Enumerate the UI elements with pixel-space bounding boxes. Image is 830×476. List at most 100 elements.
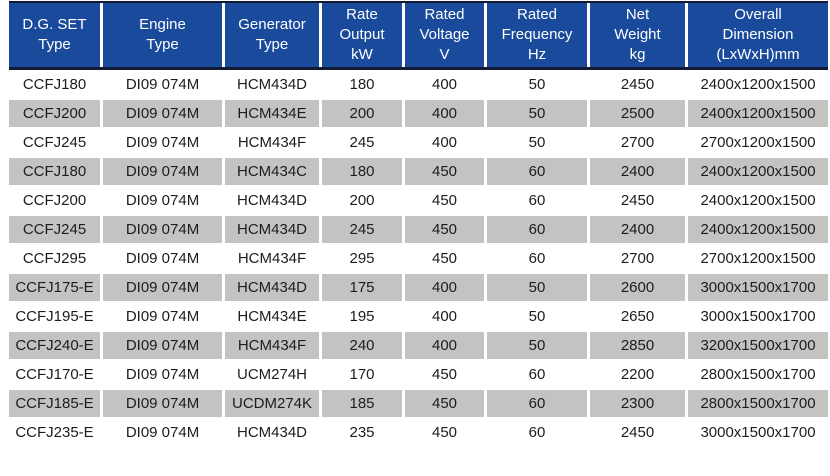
cell-generator-type: HCM434C (225, 158, 322, 185)
cell-rated-voltage: 450 (405, 361, 487, 388)
cell-dg-set-type: CCFJ245 (9, 129, 103, 156)
cell-net-weight: 2500 (590, 100, 688, 127)
cell-generator-type: HCM434E (225, 100, 322, 127)
cell-rate-output: 245 (322, 129, 405, 156)
cell-rated-frequency: 50 (487, 129, 590, 156)
cell-rated-voltage: 450 (405, 216, 487, 243)
cell-overall-dimension: 3200x1500x1700 (688, 332, 828, 359)
header-engine-type: Engine Type (103, 3, 225, 67)
cell-rated-frequency: 50 (487, 274, 590, 301)
cell-rated-voltage: 400 (405, 71, 487, 98)
table-row: CCFJ245 DI09 074M HCM434D 245 450 60 240… (9, 216, 828, 243)
table-body: CCFJ180 DI09 074M HCM434D 180 400 50 245… (9, 71, 828, 446)
cell-net-weight: 2850 (590, 332, 688, 359)
cell-engine-type: DI09 074M (103, 419, 225, 446)
cell-rated-voltage: 450 (405, 187, 487, 214)
cell-dg-set-type: CCFJ180 (9, 158, 103, 185)
cell-generator-type: UCM274H (225, 361, 322, 388)
cell-rated-frequency: 60 (487, 158, 590, 185)
table-row: CCFJ195-E DI09 074M HCM434E 195 400 50 2… (9, 303, 828, 330)
cell-generator-type: HCM434D (225, 274, 322, 301)
cell-net-weight: 2450 (590, 419, 688, 446)
cell-rated-voltage: 450 (405, 245, 487, 272)
cell-generator-type: HCM434D (225, 419, 322, 446)
cell-engine-type: DI09 074M (103, 158, 225, 185)
cell-rated-frequency: 50 (487, 332, 590, 359)
cell-dg-set-type: CCFJ295 (9, 245, 103, 272)
cell-generator-type: HCM434F (225, 129, 322, 156)
cell-rated-frequency: 60 (487, 216, 590, 243)
cell-net-weight: 2300 (590, 390, 688, 417)
table-row: CCFJ200 DI09 074M HCM434E 200 400 50 250… (9, 100, 828, 127)
header-rated-voltage: Rated Voltage V (405, 3, 487, 67)
table-row: CCFJ200 DI09 074M HCM434D 200 450 60 245… (9, 187, 828, 214)
cell-rated-frequency: 60 (487, 245, 590, 272)
cell-dg-set-type: CCFJ200 (9, 100, 103, 127)
cell-engine-type: DI09 074M (103, 187, 225, 214)
cell-rated-frequency: 60 (487, 390, 590, 417)
header-rated-frequency: Rated Frequency Hz (487, 3, 590, 67)
cell-overall-dimension: 2400x1200x1500 (688, 71, 828, 98)
cell-net-weight: 2450 (590, 71, 688, 98)
cell-rated-voltage: 450 (405, 390, 487, 417)
cell-rate-output: 170 (322, 361, 405, 388)
table-row: CCFJ240-E DI09 074M HCM434F 240 400 50 2… (9, 332, 828, 359)
cell-rate-output: 200 (322, 100, 405, 127)
cell-net-weight: 2450 (590, 187, 688, 214)
cell-net-weight: 2400 (590, 158, 688, 185)
header-net-weight: Net Weight kg (590, 3, 688, 67)
cell-rate-output: 175 (322, 274, 405, 301)
cell-generator-type: HCM434F (225, 245, 322, 272)
cell-overall-dimension: 2700x1200x1500 (688, 245, 828, 272)
cell-rated-voltage: 400 (405, 332, 487, 359)
cell-engine-type: DI09 074M (103, 216, 225, 243)
table-row: CCFJ170-E DI09 074M UCM274H 170 450 60 2… (9, 361, 828, 388)
cell-rate-output: 240 (322, 332, 405, 359)
cell-rate-output: 195 (322, 303, 405, 330)
cell-dg-set-type: CCFJ170-E (9, 361, 103, 388)
cell-engine-type: DI09 074M (103, 303, 225, 330)
cell-generator-type: HCM434D (225, 216, 322, 243)
cell-generator-type: HCM434D (225, 187, 322, 214)
header-overall-dimension: Overall Dimension (LxWxH)mm (688, 3, 828, 67)
cell-dg-set-type: CCFJ200 (9, 187, 103, 214)
cell-engine-type: DI09 074M (103, 274, 225, 301)
table-row: CCFJ235-E DI09 074M HCM434D 235 450 60 2… (9, 419, 828, 446)
table-row: CCFJ185-E DI09 074M UCDM274K 185 450 60 … (9, 390, 828, 417)
cell-rated-frequency: 50 (487, 303, 590, 330)
cell-rate-output: 200 (322, 187, 405, 214)
cell-dg-set-type: CCFJ245 (9, 216, 103, 243)
cell-net-weight: 2600 (590, 274, 688, 301)
cell-generator-type: HCM434E (225, 303, 322, 330)
cell-overall-dimension: 3000x1500x1700 (688, 274, 828, 301)
cell-overall-dimension: 2400x1200x1500 (688, 216, 828, 243)
cell-rate-output: 295 (322, 245, 405, 272)
cell-net-weight: 2700 (590, 245, 688, 272)
cell-rated-voltage: 450 (405, 158, 487, 185)
cell-dg-set-type: CCFJ195-E (9, 303, 103, 330)
cell-rated-frequency: 50 (487, 71, 590, 98)
cell-generator-type: HCM434F (225, 332, 322, 359)
cell-rate-output: 235 (322, 419, 405, 446)
cell-net-weight: 2650 (590, 303, 688, 330)
cell-overall-dimension: 2400x1200x1500 (688, 100, 828, 127)
cell-overall-dimension: 3000x1500x1700 (688, 419, 828, 446)
table-header-row: D.G. SET Type Engine Type Generator Type… (9, 1, 828, 70)
cell-rated-voltage: 450 (405, 419, 487, 446)
cell-net-weight: 2200 (590, 361, 688, 388)
cell-dg-set-type: CCFJ235-E (9, 419, 103, 446)
cell-net-weight: 2400 (590, 216, 688, 243)
header-dg-set-type: D.G. SET Type (9, 3, 103, 67)
cell-rated-voltage: 400 (405, 129, 487, 156)
cell-engine-type: DI09 074M (103, 129, 225, 156)
table-row: CCFJ245 DI09 074M HCM434F 245 400 50 270… (9, 129, 828, 156)
cell-overall-dimension: 2800x1500x1700 (688, 361, 828, 388)
cell-overall-dimension: 2800x1500x1700 (688, 390, 828, 417)
cell-rated-frequency: 60 (487, 419, 590, 446)
cell-overall-dimension: 2400x1200x1500 (688, 187, 828, 214)
header-rate-output: Rate Output kW (322, 3, 405, 67)
cell-rate-output: 180 (322, 71, 405, 98)
cell-generator-type: HCM434D (225, 71, 322, 98)
cell-engine-type: DI09 074M (103, 71, 225, 98)
cell-dg-set-type: CCFJ180 (9, 71, 103, 98)
